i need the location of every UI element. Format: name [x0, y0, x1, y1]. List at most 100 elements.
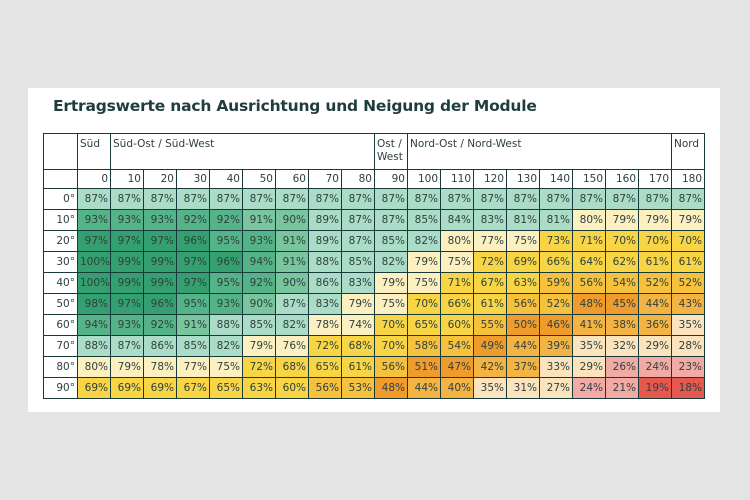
heatmap-cell: 79% — [638, 209, 672, 231]
azimuth-tick-label: 50 — [242, 169, 276, 189]
heatmap-cell: 91% — [275, 251, 309, 273]
heatmap-cell: 94% — [242, 251, 276, 273]
table-row: 80° 80% 79% 78% 77% 75% 72% 68% 65% 61% 56% 51% 47% 4… — [43, 356, 705, 378]
heatmap-cell: 91% — [275, 230, 309, 252]
corner-cell — [43, 169, 78, 189]
heatmap-cell: 69% — [110, 377, 144, 399]
heatmap-cell: 88% — [308, 251, 342, 273]
heatmap-cell: 97% — [176, 272, 210, 294]
heatmap-cell: 84% — [440, 209, 474, 231]
heatmap-cell: 87% — [341, 188, 375, 210]
heatmap-cell: 27% — [539, 377, 573, 399]
azimuth-tick-label: 0 — [77, 169, 111, 189]
heatmap-cell: 87% — [275, 293, 309, 315]
azimuth-tick-label: 130 — [506, 169, 540, 189]
heatmap-cell: 79% — [374, 272, 408, 294]
heatmap-cell: 78% — [308, 314, 342, 336]
table-row: 90° 69% 69% 69% 67% 65% 63% 60% 56% 53% 48% 44% 40% 3… — [43, 377, 705, 399]
heatmap-cell: 81% — [539, 209, 573, 231]
heatmap-cell: 42% — [473, 356, 507, 378]
direction-header: Nord — [671, 133, 705, 170]
tilt-label: 0° — [43, 188, 78, 210]
heatmap-cell: 44% — [506, 335, 540, 357]
heatmap-cell: 60% — [275, 377, 309, 399]
table-row: 40° 100% 99% 99% 97% 95% 92% 90% 86% 83% 79% 75% 71%… — [43, 272, 705, 294]
heatmap-cell: 75% — [440, 251, 474, 273]
heatmap-cell: 69% — [143, 377, 177, 399]
heatmap-cell: 26% — [605, 356, 639, 378]
heatmap-cell: 54% — [440, 335, 474, 357]
heatmap-cell: 83% — [341, 272, 375, 294]
heatmap-cell: 55% — [473, 314, 507, 336]
heatmap-cell: 36% — [638, 314, 672, 336]
heatmap-cell: 81% — [506, 209, 540, 231]
heatmap-cell: 83% — [473, 209, 507, 231]
heatmap-cell: 82% — [209, 335, 243, 357]
heatmap-cell: 53% — [341, 377, 375, 399]
heatmap-cell: 85% — [341, 251, 375, 273]
heatmap-cell: 82% — [374, 251, 408, 273]
heatmap-cell: 41% — [572, 314, 606, 336]
heatmap-cell: 71% — [440, 272, 474, 294]
tilt-label: 30° — [43, 251, 78, 273]
heatmap-cell: 33% — [539, 356, 573, 378]
heatmap-cell: 88% — [209, 314, 243, 336]
heatmap-cell: 87% — [110, 188, 144, 210]
heatmap-cell: 95% — [176, 293, 210, 315]
heatmap-cell: 82% — [275, 314, 309, 336]
heatmap-cell: 56% — [308, 377, 342, 399]
heatmap-cell: 67% — [473, 272, 507, 294]
chart-title: Ertragswerte nach Ausrichtung und Neigun… — [53, 97, 537, 115]
heatmap-cell: 70% — [374, 335, 408, 357]
heatmap-cell: 63% — [506, 272, 540, 294]
heatmap-cell: 70% — [407, 293, 441, 315]
tilt-label: 10° — [43, 209, 78, 231]
azimuth-tick-label: 150 — [572, 169, 606, 189]
direction-header: Süd — [77, 133, 111, 170]
heatmap-cell: 87% — [308, 188, 342, 210]
heatmap-cell: 44% — [407, 377, 441, 399]
heatmap-table: Süd Süd-Ost / Süd-West Ost / West Nord-Ost … — [43, 133, 705, 399]
heatmap-cell: 29% — [638, 335, 672, 357]
azimuth-tick-label: 100 — [407, 169, 441, 189]
heatmap-cell: 61% — [473, 293, 507, 315]
heatmap-cell: 90% — [242, 293, 276, 315]
heatmap-cell: 24% — [638, 356, 672, 378]
azimuth-tick-label: 70 — [308, 169, 342, 189]
heatmap-cell: 35% — [473, 377, 507, 399]
direction-header: Ost / West — [374, 133, 408, 170]
heatmap-cell: 35% — [572, 335, 606, 357]
heatmap-cell: 85% — [407, 209, 441, 231]
heatmap-cell: 87% — [176, 188, 210, 210]
heatmap-cell: 24% — [572, 377, 606, 399]
heatmap-cell: 92% — [176, 209, 210, 231]
heatmap-cell: 82% — [407, 230, 441, 252]
heatmap-cell: 87% — [506, 188, 540, 210]
heatmap-cell: 39% — [539, 335, 573, 357]
heatmap-cell: 91% — [242, 209, 276, 231]
heatmap-cell: 90% — [275, 209, 309, 231]
heatmap-cell: 56% — [374, 356, 408, 378]
azimuth-tick-label: 120 — [473, 169, 507, 189]
heatmap-cell: 76% — [275, 335, 309, 357]
azimuth-tick-label: 20 — [143, 169, 177, 189]
heatmap-cell: 61% — [341, 356, 375, 378]
heatmap-cell: 59% — [539, 272, 573, 294]
heatmap-cell: 68% — [341, 335, 375, 357]
heatmap-cell: 92% — [209, 209, 243, 231]
heatmap-cell: 75% — [209, 356, 243, 378]
azimuth-tick-label: 30 — [176, 169, 210, 189]
heatmap-cell: 93% — [110, 314, 144, 336]
heatmap-cell: 52% — [539, 293, 573, 315]
heatmap-cell: 65% — [209, 377, 243, 399]
heatmap-cell: 91% — [176, 314, 210, 336]
heatmap-cell: 93% — [143, 209, 177, 231]
heatmap-cell: 71% — [572, 230, 606, 252]
heatmap-cell: 77% — [176, 356, 210, 378]
heatmap-cell: 97% — [143, 230, 177, 252]
heatmap-cell: 99% — [110, 272, 144, 294]
heatmap-cell: 93% — [242, 230, 276, 252]
heatmap-cell: 61% — [671, 251, 705, 273]
heatmap-cell: 52% — [671, 272, 705, 294]
heatmap-cell: 87% — [77, 188, 111, 210]
